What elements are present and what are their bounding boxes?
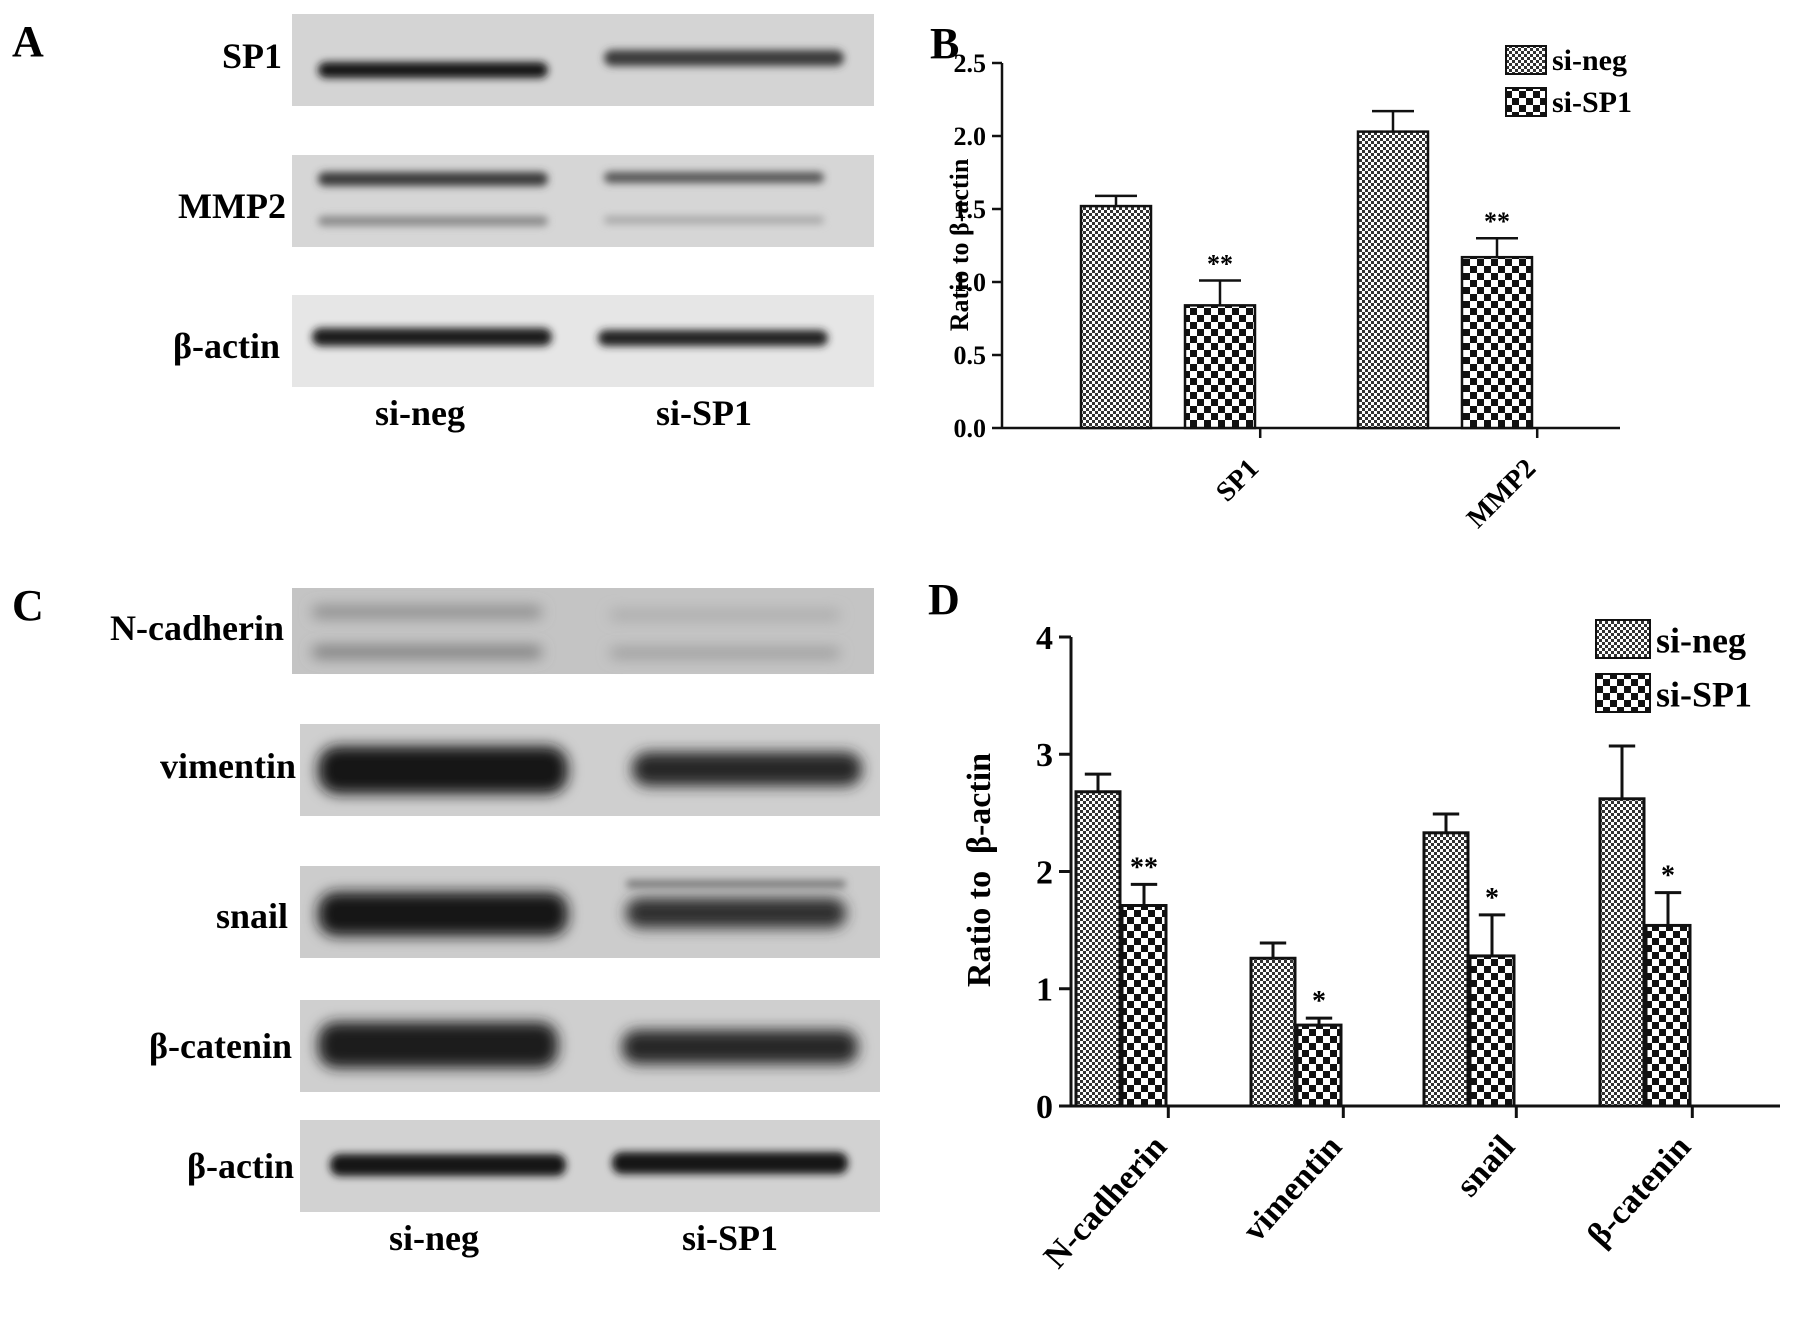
blot-beta-catenin xyxy=(300,1000,880,1092)
chart-d-legend-swatch xyxy=(1595,619,1651,659)
panel-letter-c: C xyxy=(12,581,44,630)
chart-b-legend-label: si-SP1 xyxy=(1552,86,1632,119)
chart-b-y-tick-label: 2.0 xyxy=(954,122,987,151)
chart-b-bar-si-neg xyxy=(1356,130,1430,430)
chart-d-significance-label: * xyxy=(1485,883,1499,914)
blot-n-cadherin xyxy=(292,588,874,674)
chart-d-x-tick-label: vimentin xyxy=(1236,1129,1350,1249)
chart-b-legend-swatch xyxy=(1505,87,1547,117)
chart-b-legend-swatch xyxy=(1505,45,1547,75)
chart-d-y-tick-label: 4 xyxy=(1036,620,1053,657)
chart-b: B 0.0 0.5 1.0 1.5 2.0 2.5 Ratio to β-actin ** SP… xyxy=(930,19,1632,534)
blot-beta-actin-c xyxy=(300,1120,880,1212)
chart-d-legend-label: si-SP1 xyxy=(1656,674,1752,714)
chart-d-bar-si-sp1 xyxy=(1295,1023,1343,1108)
chart-b-y-tick-label: 2.5 xyxy=(954,49,987,78)
chart-b-significance-label: ** xyxy=(1484,207,1510,236)
blot-label-beta-catenin: β-catenin xyxy=(149,1026,292,1066)
chart-b-y-tick-label: 0.5 xyxy=(954,341,987,370)
chart-b-y-tick-label: 1.0 xyxy=(954,268,987,297)
blot-label-snail: snail xyxy=(216,896,288,936)
chart-b-significance-label: ** xyxy=(1207,250,1233,279)
chart-d-x-tick-label: N-cadherin xyxy=(1037,1129,1175,1276)
blot-mmp2 xyxy=(292,155,874,247)
chart-d-significance-label: * xyxy=(1312,986,1326,1017)
chart-b-y-tick-label: 1.5 xyxy=(954,195,987,224)
chart-b-bar-si-sp1 xyxy=(1183,304,1257,430)
lane-label-si-sp1-c: si-SP1 xyxy=(682,1218,778,1258)
blot-sp1 xyxy=(292,14,874,106)
panel-letter-a: A xyxy=(12,17,44,66)
panel-letter-d: D xyxy=(928,575,960,624)
chart-d-x-tick-label: β-catenin xyxy=(1580,1129,1698,1254)
chart-b-y-tick-label: 0.0 xyxy=(954,414,987,443)
lane-label-si-neg-c: si-neg xyxy=(389,1218,479,1258)
chart-d-significance-label: * xyxy=(1661,861,1675,892)
chart-d-bar-si-neg xyxy=(1422,831,1470,1108)
blot-label-n-cadherin: N-cadherin xyxy=(110,608,284,648)
chart-d-bar-si-sp1 xyxy=(1644,923,1692,1108)
chart-d-bar-si-neg xyxy=(1074,790,1122,1108)
chart-b-x-tick-label: MMP2 xyxy=(1461,453,1542,534)
chart-b-x-tick-label: SP1 xyxy=(1210,453,1265,508)
panel-a: A SP1 MMP2 β-actin si-neg si-SP1 xyxy=(12,14,874,433)
chart-d-y-tick-label: 2 xyxy=(1036,854,1053,891)
blot-snail xyxy=(300,866,880,958)
chart-d-bar-si-neg xyxy=(1598,797,1646,1108)
chart-d-legend-label: si-neg xyxy=(1656,620,1746,660)
blot-vimentin xyxy=(300,724,880,816)
chart-d-y-tick-label: 3 xyxy=(1036,737,1053,774)
chart-d-bar-si-sp1 xyxy=(1120,904,1168,1108)
chart-d-x-tick-label: snail xyxy=(1449,1129,1522,1204)
blot-label-mmp2: MMP2 xyxy=(178,186,286,226)
chart-d-y-tick-label: 1 xyxy=(1036,972,1053,1009)
blot-beta-actin-a xyxy=(292,295,874,387)
chart-d-y-tick-label: 0 xyxy=(1036,1089,1053,1126)
lane-label-si-neg-a: si-neg xyxy=(375,393,465,433)
blot-label-beta-actin-a: β-actin xyxy=(173,326,280,366)
chart-d-y-axis-label: Ratio to β-actin xyxy=(961,753,998,987)
chart-d-bar-si-neg xyxy=(1249,956,1297,1108)
chart-b-bar-si-neg xyxy=(1079,204,1153,430)
lane-label-si-sp1-a: si-SP1 xyxy=(656,393,752,433)
blot-label-sp1: SP1 xyxy=(222,36,282,76)
blot-label-vimentin: vimentin xyxy=(160,746,296,786)
panel-c: C N-cadherin vimentin snail β-catenin xyxy=(12,581,880,1258)
chart-b-legend-label: si-neg xyxy=(1552,44,1627,77)
chart-d-significance-label: ** xyxy=(1130,852,1158,883)
chart-b-y-axis-label: Ratio to β-actin xyxy=(945,158,974,331)
chart-d-bar-si-sp1 xyxy=(1468,954,1516,1108)
chart-d-legend-swatch xyxy=(1595,673,1651,713)
chart-b-bar-si-sp1 xyxy=(1460,255,1534,430)
panel-letter-b: B xyxy=(930,19,959,68)
blot-label-beta-actin-c: β-actin xyxy=(187,1146,294,1186)
